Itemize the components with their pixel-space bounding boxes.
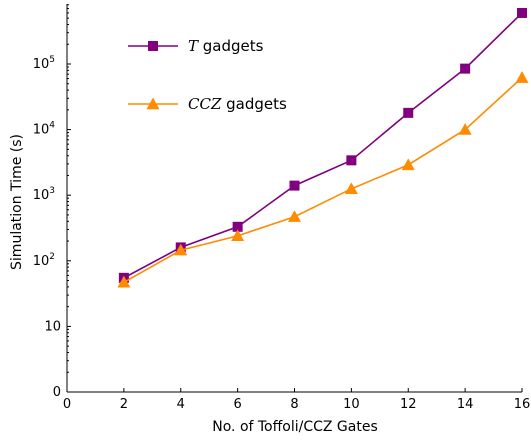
- x-tick-label: 8: [290, 397, 298, 412]
- y-tick-exponent: 5: [49, 55, 55, 65]
- y-tick-label: 0: [53, 385, 61, 400]
- y-tick-exponent: 2: [49, 252, 55, 262]
- data-point: [403, 107, 414, 118]
- x-axis-title: No. of Toffoli/CCZ Gates: [212, 419, 378, 435]
- series-0: [118, 7, 527, 283]
- x-tick-label: 0: [63, 397, 71, 412]
- data-point: [174, 243, 188, 256]
- data-point: [401, 158, 415, 171]
- x-tick-label: 12: [400, 397, 417, 412]
- legend-marker: [146, 97, 160, 110]
- legend-label: CCZ gadgets: [188, 95, 287, 113]
- ticks: 0 2 4 6 8 10 12 14 16 0 10 102 103 104 105: [33, 4, 531, 412]
- y-tick-label: 104: [33, 121, 56, 138]
- series-layer: [117, 7, 529, 288]
- y-tick-label: 10: [44, 319, 61, 334]
- x-tick-label: 14: [457, 397, 474, 412]
- legend-label: T gadgets: [188, 37, 264, 55]
- series-line: [123, 12, 523, 279]
- data-point: [232, 221, 243, 232]
- data-point: [289, 180, 300, 191]
- data-point: [288, 210, 301, 222]
- data-point: [517, 7, 527, 18]
- data-point: [117, 275, 131, 288]
- x-tick-label: 10: [343, 397, 360, 412]
- y-tick-label: 102: [33, 252, 55, 269]
- x-tick-label: 2: [120, 397, 128, 412]
- data-point: [460, 63, 471, 74]
- x-tick-label: 4: [177, 397, 185, 412]
- x-tick-label: 16: [514, 397, 531, 412]
- data-point: [346, 155, 357, 166]
- series-1: [117, 71, 529, 288]
- y-tick-label: 103: [33, 186, 55, 203]
- x-tick-label: 6: [233, 397, 241, 412]
- data-point: [231, 229, 245, 242]
- legend-math: CCZ: [188, 95, 222, 113]
- legend-suffix: gadgets: [198, 37, 264, 55]
- y-axis-title: Simulation Time (s): [9, 134, 25, 270]
- legend-suffix: gadgets: [221, 95, 287, 113]
- axes: [66, 4, 522, 393]
- y-tick-exponent: 3: [49, 186, 55, 196]
- legend-marker: [148, 41, 158, 51]
- legend-math: T: [188, 37, 199, 55]
- y-tick-label: 105: [33, 55, 55, 72]
- series-line: [123, 77, 523, 284]
- data-point: [344, 182, 358, 195]
- data-point: [458, 123, 472, 135]
- y-tick-exponent: 4: [49, 121, 55, 131]
- data-point: [515, 71, 529, 83]
